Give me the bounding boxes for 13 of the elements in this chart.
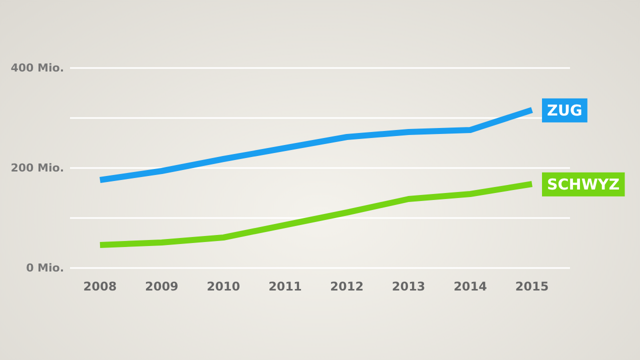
x-tick-label: 2012	[330, 280, 364, 294]
x-tick-label: 2013	[392, 280, 426, 294]
x-tick-label: 2008	[83, 280, 117, 294]
y-tick-label: 400 Mio.	[10, 62, 64, 75]
y-tick-label: 0 Mio.	[26, 262, 64, 275]
x-tick-label: 2010	[206, 280, 240, 294]
series-label: SCHWYZ	[547, 175, 620, 194]
x-tick-label: 2009	[145, 280, 178, 294]
series-label: ZUG	[547, 101, 582, 120]
x-tick-label: 2014	[454, 280, 487, 294]
y-tick-label: 200 Mio.	[10, 162, 64, 175]
x-tick-label: 2015	[515, 280, 549, 294]
x-tick-label: 2011	[268, 280, 302, 294]
